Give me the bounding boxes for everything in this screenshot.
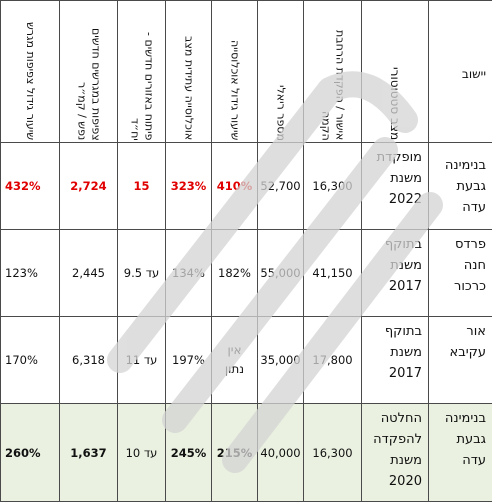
new-units-cell: 15	[118, 143, 166, 230]
density-growth-cell: 170%	[1, 317, 60, 404]
density-growth-cell: 432%	[1, 143, 60, 230]
real-pop-cell: 52,700	[258, 143, 304, 230]
header-approved: אישור / הפקדת הרחבת הקמה	[304, 1, 362, 143]
density-growth-cell: 260%	[1, 404, 60, 502]
approved-cell: 16,300	[304, 143, 362, 230]
approved-cell: 41,150	[304, 230, 362, 317]
density-cell: 2,724	[60, 143, 118, 230]
density-growth-cell: 123%	[1, 230, 60, 317]
header-real-pop: מספר ריאלי	[258, 1, 304, 143]
growth-cap-cell: 245%	[166, 404, 212, 502]
density-cell: 6,318	[60, 317, 118, 404]
growth-cap-cell: 134%	[166, 230, 212, 317]
header-density-growth: שיעור גידול צפיפות מגרש	[1, 1, 60, 143]
growth-cell: 182%	[212, 230, 258, 317]
real-pop-cell: 55,000	[258, 230, 304, 317]
header-new-units: פיתוח באזורים חדשים - יח״ד	[118, 1, 166, 143]
new-units-cell: עד 10	[118, 404, 166, 502]
real-pop-cell: 35,000	[258, 317, 304, 404]
real-pop-cell: 40,000	[258, 404, 304, 502]
growth-cell: 410%	[212, 143, 258, 230]
header-growth: שיעור גידול אוכלוסייה	[212, 1, 258, 143]
approved-cell: 17,800	[304, 317, 362, 404]
header-status: מצב סטטוטורי	[362, 1, 429, 143]
new-units-cell: עד 9.5	[118, 230, 166, 317]
growth-cap-cell: 197%	[166, 317, 212, 404]
new-units-cell: עד 11	[118, 317, 166, 404]
header-town: יישוב	[429, 1, 492, 143]
header-density: צפיפות במגרשים חדשים נפש / קמ״ר	[60, 1, 118, 143]
density-cell: 2,445	[60, 230, 118, 317]
header-row: יישוב מצב סטטוטורי אישור / הפקדת הרחבת ה…	[1, 1, 492, 143]
density-cell: 1,637	[60, 404, 118, 502]
approved-cell: 16,300	[304, 404, 362, 502]
growth-cell: 215%	[212, 404, 258, 502]
header-pop-after: אוכלוסייה עתידית מצב	[166, 1, 212, 143]
growth-cap-cell: 323%	[166, 143, 212, 230]
